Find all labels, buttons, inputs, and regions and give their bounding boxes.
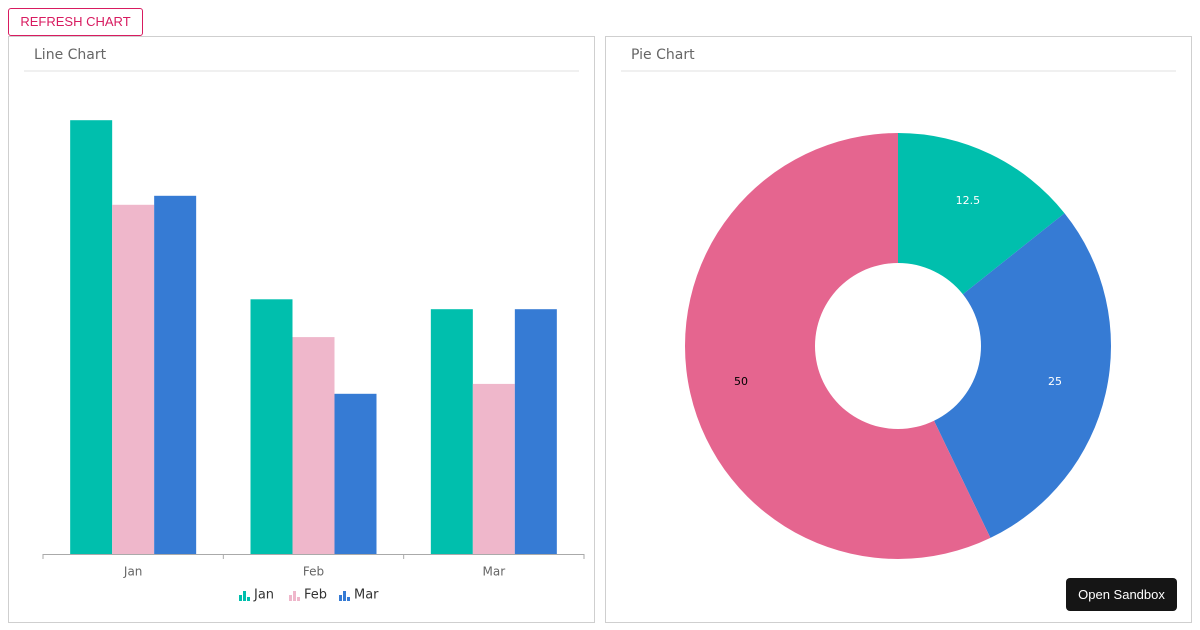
bar: [154, 195, 197, 555]
bar: [112, 204, 155, 555]
card-title: Pie Chart: [631, 47, 695, 63]
bar: [70, 120, 113, 554]
x-tick-label: Feb: [303, 565, 324, 579]
x-tick-label: Mar: [483, 565, 506, 579]
pie-slice: [934, 213, 1111, 538]
bar: [334, 393, 377, 554]
legend-icon: [289, 595, 292, 601]
bar: [430, 309, 473, 554]
bar: [250, 299, 293, 554]
x-tick-label: Jan: [123, 565, 143, 579]
sandbox-button[interactable]: Open Sandbox: [1066, 578, 1177, 611]
bar: [514, 309, 557, 554]
card-title: Line Chart: [34, 47, 107, 63]
pie-slice: [898, 133, 1065, 295]
legend-label: Mar: [354, 588, 379, 603]
legend-label: Feb: [304, 588, 327, 603]
legend-icon: [339, 595, 342, 601]
data-label: 12.5: [956, 194, 981, 207]
legend-icon: [347, 597, 350, 601]
legend-icon: [247, 597, 250, 601]
legend-icon: [343, 591, 346, 601]
bar: [472, 383, 515, 554]
legend-label: Jan: [253, 588, 274, 603]
data-label: 50: [734, 375, 748, 388]
legend-icon: [297, 597, 300, 601]
legend-icon: [239, 595, 242, 601]
legend-icon: [293, 591, 296, 601]
legend-icon: [243, 591, 246, 601]
pie-slice: [685, 133, 991, 559]
bar: [292, 337, 335, 554]
refresh-button[interactable]: REFRESH CHART: [8, 8, 143, 36]
data-label: 25: [1048, 375, 1062, 388]
